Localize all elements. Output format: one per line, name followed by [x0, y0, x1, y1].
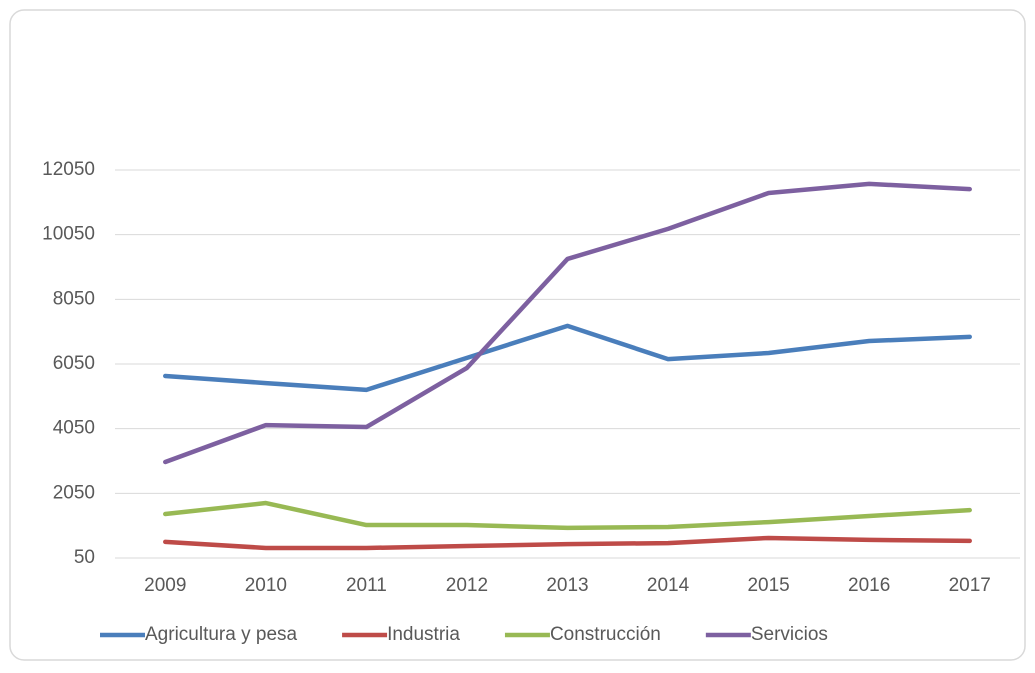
y-tick-label: 6050 [53, 353, 95, 374]
y-tick-label: 10050 [42, 224, 95, 245]
chart-frame [9, 9, 1026, 661]
x-tick-label: 2011 [346, 575, 387, 596]
series-line [163, 181, 972, 465]
x-tick-label: 2010 [245, 575, 287, 596]
y-tick-label: 4050 [53, 418, 95, 439]
legend-label: Industria [387, 624, 460, 645]
y-tick-label: 2050 [53, 482, 95, 503]
x-tick-label: 2009 [144, 575, 186, 596]
series-line [163, 500, 972, 531]
y-tick-label: 12050 [42, 159, 95, 180]
series-line [163, 535, 972, 551]
y-tick-label: 50 [74, 547, 95, 568]
x-tick-label: 2012 [446, 575, 488, 596]
x-tick-label: 2015 [747, 575, 789, 596]
y-tick-label: 8050 [53, 288, 95, 309]
x-tick-label: 2014 [647, 575, 690, 596]
x-tick-label: 2016 [848, 575, 890, 596]
legend-label: Construcción [550, 624, 661, 645]
legend-label: Servicios [751, 624, 828, 645]
x-tick-label: 2013 [546, 575, 588, 596]
x-tick-label: 2017 [949, 575, 991, 596]
legend-label: Agricultura y pesa [145, 624, 298, 645]
series-line [163, 323, 972, 393]
